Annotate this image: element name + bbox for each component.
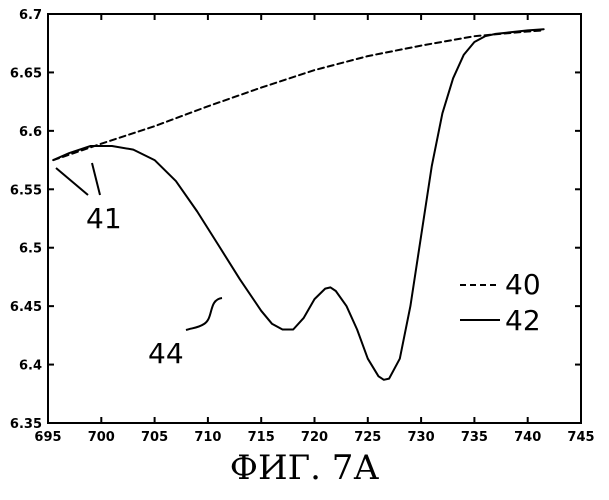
y-tick-label: 6.55 [10, 183, 42, 198]
y-tick-label: 6.7 [19, 8, 42, 23]
x-tick-label: 700 [88, 430, 115, 445]
y-tick-label: 6.45 [10, 300, 42, 315]
y-tick-label: 6.6 [19, 125, 42, 140]
series-line-40 [53, 30, 543, 160]
x-tick-label: 725 [354, 430, 381, 445]
x-tick-label: 740 [514, 430, 541, 445]
annotation-44: 44 [148, 337, 184, 370]
annotation-41-leader-b [92, 163, 100, 195]
figure-caption: ФИГ. 7А [0, 448, 609, 488]
x-tick-label: 710 [194, 430, 221, 445]
x-tick-label: 705 [141, 430, 168, 445]
annotation-41-leader-a [56, 168, 88, 195]
x-tick-label: 720 [301, 430, 328, 445]
x-tick-label: 735 [461, 430, 488, 445]
series-line-42 [53, 29, 543, 380]
series-layer [53, 29, 543, 380]
annotation-41: 41 [86, 202, 122, 235]
plot-frame [48, 14, 581, 423]
y-tick-label: 6.4 [19, 359, 42, 374]
x-tick-label: 745 [567, 430, 594, 445]
x-tick-label: 695 [34, 430, 61, 445]
chart: 6.356.46.456.56.556.66.656.7 69570070571… [0, 0, 609, 450]
x-tick-label: 715 [248, 430, 275, 445]
y-tick-label: 6.5 [19, 242, 42, 257]
x-tick-label: 730 [408, 430, 435, 445]
annotation-44-leader [186, 298, 222, 330]
legend-label-42: 42 [505, 304, 541, 337]
legend-label-40: 40 [505, 268, 541, 301]
y-tick-label: 6.65 [10, 66, 42, 81]
